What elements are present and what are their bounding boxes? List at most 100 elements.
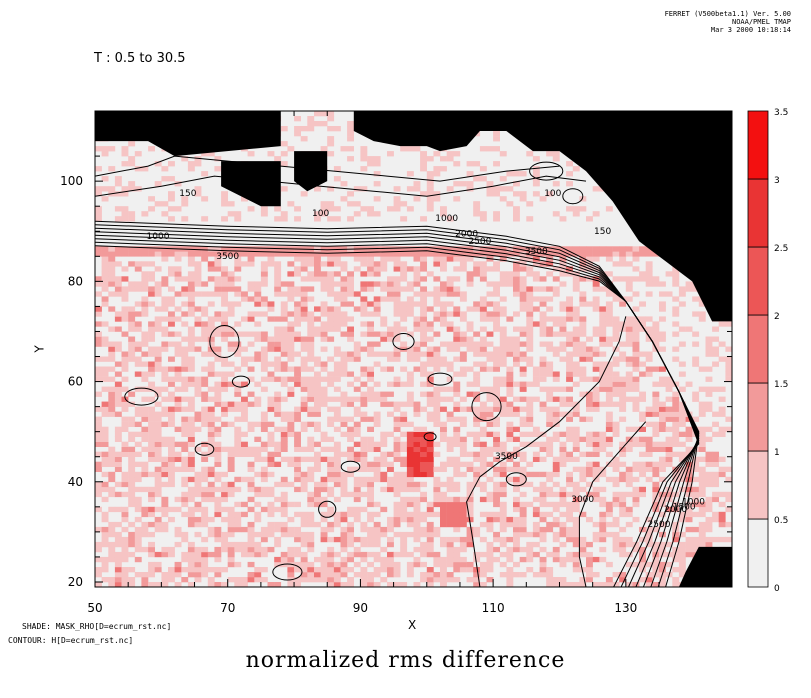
- shade-cell: [201, 336, 209, 342]
- shade-cell: [665, 271, 673, 277]
- shade-cell: [221, 486, 228, 493]
- shade-cell: [605, 531, 613, 538]
- shade-cell: [652, 336, 660, 342]
- shade-cell: [314, 501, 321, 508]
- shade-cell: [128, 281, 136, 287]
- shade-cell: [380, 577, 388, 583]
- shade-cell: [161, 316, 169, 322]
- shade-cell: [327, 216, 335, 222]
- shade-cell: [506, 186, 514, 192]
- shade-cell: [314, 326, 321, 332]
- shade-cell: [207, 406, 215, 412]
- shade-cell: [579, 546, 587, 553]
- shade-cell: [121, 451, 129, 457]
- shade-cell: [619, 376, 627, 382]
- shade-cell: [367, 511, 374, 518]
- contour-labels: 1501001001000350010002000250015035003500…: [147, 189, 706, 530]
- shade-cell: [187, 311, 195, 317]
- shade-cell: [519, 286, 527, 292]
- shade-cell: [572, 306, 580, 312]
- shade-cell: [221, 401, 228, 407]
- shade-cell: [705, 476, 713, 483]
- shade-cell: [207, 371, 215, 377]
- shade-cell: [314, 266, 321, 272]
- shade-cell: [340, 146, 348, 152]
- shade-cell: [420, 156, 427, 162]
- shade-cell: [453, 371, 461, 377]
- shade-cell: [532, 496, 540, 503]
- shade-cell: [227, 271, 235, 277]
- shade-cell: [513, 351, 520, 357]
- shade-cell: [95, 567, 102, 573]
- shade-cell: [499, 466, 507, 472]
- shade-cell: [493, 191, 500, 197]
- shade-cell: [214, 456, 222, 462]
- shade-cell: [566, 426, 573, 432]
- shade-cell: [433, 496, 441, 503]
- shade-cell: [393, 491, 401, 498]
- shade-cell: [652, 572, 660, 578]
- shade-cell: [393, 511, 401, 518]
- shade-cell: [161, 582, 169, 587]
- shade-cell: [214, 156, 222, 162]
- shade-cell: [645, 271, 653, 277]
- shade-cell: [287, 326, 295, 332]
- shade-cell: [393, 446, 401, 452]
- shade-cell: [473, 246, 481, 252]
- shade-cell: [141, 311, 149, 317]
- shade-cell: [101, 456, 109, 462]
- shade-cell: [300, 376, 308, 382]
- shade-cell: [187, 486, 195, 493]
- shade-cell: [353, 572, 361, 578]
- shade-cell: [327, 126, 335, 132]
- shade-cell: [479, 261, 487, 267]
- shade-cell: [254, 321, 262, 327]
- shade-cell: [599, 276, 607, 282]
- shade-cell: [314, 251, 321, 257]
- shade-cell: [247, 541, 255, 548]
- shade-cell: [506, 431, 514, 437]
- shade-cell: [300, 311, 308, 317]
- shade-cell: [440, 396, 447, 402]
- shade-cell: [121, 296, 129, 302]
- contour-label: 2000: [664, 505, 687, 515]
- shade-cell: [566, 431, 573, 437]
- shade-cell: [559, 446, 567, 452]
- shade-cell: [625, 491, 633, 498]
- shade-cell: [499, 381, 507, 387]
- shade-cell: [446, 186, 454, 192]
- shade-cell: [400, 476, 408, 483]
- shade-cell: [659, 376, 666, 382]
- shade-cell: [95, 306, 102, 312]
- shade-cell: [294, 456, 301, 462]
- shade-cell: [161, 376, 169, 382]
- shade-cell: [360, 251, 368, 257]
- shade-cell: [698, 426, 706, 432]
- shade-cell: [566, 411, 573, 417]
- shade-cell: [599, 376, 607, 382]
- shade-cell: [247, 461, 255, 467]
- shade-cell: [194, 261, 202, 267]
- shade-cell: [320, 301, 328, 307]
- shade-cell: [95, 426, 102, 432]
- shade-cell: [612, 531, 620, 538]
- contour-label: 1000: [682, 497, 705, 507]
- shade-cell: [274, 346, 282, 352]
- shade-cell: [327, 111, 335, 117]
- shade-cell: [287, 146, 295, 152]
- shade-cell: [134, 531, 142, 538]
- shade-cell: [612, 386, 620, 392]
- shade-cell: [141, 306, 149, 312]
- shade-cell: [612, 466, 620, 472]
- shade-cell: [294, 486, 301, 493]
- shade-cell: [619, 501, 627, 508]
- shade-cell: [592, 386, 600, 392]
- shade-cell: [678, 561, 686, 568]
- shade-cell: [380, 396, 388, 402]
- shade-cell: [459, 296, 467, 302]
- shade-cell: [586, 376, 593, 382]
- shade-cell: [519, 466, 527, 472]
- shade-cell: [559, 261, 567, 267]
- shade-cell: [453, 406, 461, 412]
- shade-cell: [499, 446, 507, 452]
